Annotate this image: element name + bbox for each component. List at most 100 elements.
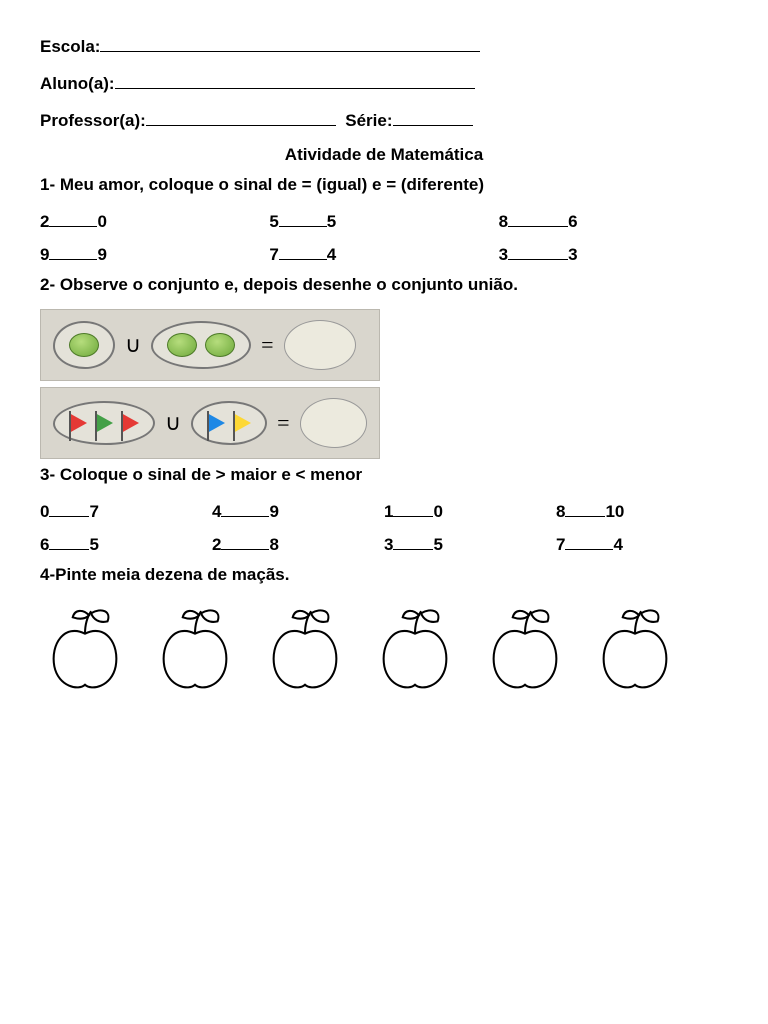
number-pair: 20	[40, 209, 269, 232]
equals-symbol: =	[261, 332, 273, 358]
pair-left: 4	[212, 502, 221, 521]
number-pair: 07	[40, 499, 212, 522]
number-pair: 55	[269, 209, 498, 232]
result-blank[interactable]	[300, 398, 367, 448]
apple-row	[40, 603, 728, 700]
set-union-panel: ∪=	[40, 387, 380, 459]
field-aluno: Aluno(a):	[40, 71, 728, 94]
serie-blank[interactable]	[393, 108, 473, 126]
set-shape	[53, 401, 155, 445]
pair-right: 3	[568, 245, 577, 264]
q1-prompt: 1- Meu amor, coloque o sinal de = (igual…	[40, 175, 728, 195]
q3-grid: 07491081065283574	[40, 499, 728, 555]
number-pair: 28	[212, 532, 384, 555]
q3-row: 65283574	[40, 532, 728, 555]
answer-blank[interactable]	[393, 532, 433, 550]
number-pair: 74	[269, 242, 498, 265]
escola-label: Escola:	[40, 37, 100, 56]
apple-icon[interactable]	[264, 603, 346, 700]
pair-left: 1	[384, 502, 393, 521]
pair-right: 0	[433, 502, 442, 521]
professor-label: Professor(a):	[40, 111, 146, 130]
pair-left: 8	[499, 212, 508, 231]
pair-right: 9	[269, 502, 278, 521]
q1-grid: 205586997433	[40, 209, 728, 265]
apple-icon[interactable]	[44, 603, 126, 700]
number-pair: 10	[384, 499, 556, 522]
pair-right: 7	[89, 502, 98, 521]
pair-left: 3	[499, 245, 508, 264]
number-pair: 65	[40, 532, 212, 555]
pair-left: 9	[40, 245, 49, 264]
apple-icon[interactable]	[484, 603, 566, 700]
pair-left: 2	[40, 212, 49, 231]
answer-blank[interactable]	[508, 209, 568, 227]
union-symbol: ∪	[165, 410, 181, 436]
pair-left: 3	[384, 535, 393, 554]
pair-left: 8	[556, 502, 565, 521]
pair-right: 0	[97, 212, 106, 231]
aluno-label: Aluno(a):	[40, 74, 115, 93]
pair-right: 4	[327, 245, 336, 264]
q3-prompt: 3- Coloque o sinal de > maior e < menor	[40, 465, 728, 485]
escola-blank[interactable]	[100, 34, 480, 52]
flag-icon	[121, 413, 139, 433]
apple-icon[interactable]	[594, 603, 676, 700]
answer-blank[interactable]	[221, 532, 269, 550]
number-pair: 49	[212, 499, 384, 522]
pair-right: 5	[89, 535, 98, 554]
answer-blank[interactable]	[221, 499, 269, 517]
pair-left: 7	[556, 535, 565, 554]
answer-blank[interactable]	[49, 532, 89, 550]
set-shape	[53, 321, 115, 369]
aluno-blank[interactable]	[115, 71, 475, 89]
flag-icon	[207, 413, 225, 433]
q4-prompt: 4-Pinte meia dezena de maçãs.	[40, 565, 728, 585]
answer-blank[interactable]	[393, 499, 433, 517]
pair-left: 7	[269, 245, 278, 264]
flag-icon	[233, 413, 251, 433]
apple-icon[interactable]	[154, 603, 236, 700]
coin-icon	[69, 333, 99, 357]
answer-blank[interactable]	[49, 242, 97, 260]
field-professor-serie: Professor(a): Série:	[40, 108, 728, 131]
number-pair: 74	[556, 532, 728, 555]
answer-blank[interactable]	[279, 242, 327, 260]
pair-right: 8	[269, 535, 278, 554]
answer-blank[interactable]	[279, 209, 327, 227]
pair-left: 0	[40, 502, 49, 521]
pair-left: 2	[212, 535, 221, 554]
answer-blank[interactable]	[565, 532, 613, 550]
pair-right: 5	[327, 212, 336, 231]
result-blank[interactable]	[284, 320, 356, 370]
pair-left: 5	[269, 212, 278, 231]
set-union-panel: ∪=	[40, 309, 380, 381]
field-escola: Escola:	[40, 34, 728, 57]
q3-row: 074910810	[40, 499, 728, 522]
serie-label: Série:	[345, 111, 392, 130]
pair-right: 4	[613, 535, 622, 554]
set-shape	[191, 401, 267, 445]
union-symbol: ∪	[125, 332, 141, 358]
q2-panels: ∪=∪=	[40, 309, 728, 459]
flag-icon	[69, 413, 87, 433]
coin-icon	[205, 333, 235, 357]
pair-right: 6	[568, 212, 577, 231]
q1-row: 997433	[40, 242, 728, 265]
equals-symbol: =	[277, 410, 289, 436]
pair-right: 10	[605, 502, 624, 521]
number-pair: 33	[499, 242, 728, 265]
professor-blank[interactable]	[146, 108, 336, 126]
answer-blank[interactable]	[508, 242, 568, 260]
flag-icon	[95, 413, 113, 433]
q2-prompt: 2- Observe o conjunto e, depois desenhe …	[40, 275, 728, 295]
pair-right: 9	[97, 245, 106, 264]
number-pair: 86	[499, 209, 728, 232]
number-pair: 35	[384, 532, 556, 555]
answer-blank[interactable]	[565, 499, 605, 517]
pair-right: 5	[433, 535, 442, 554]
answer-blank[interactable]	[49, 209, 97, 227]
apple-icon[interactable]	[374, 603, 456, 700]
number-pair: 99	[40, 242, 269, 265]
answer-blank[interactable]	[49, 499, 89, 517]
